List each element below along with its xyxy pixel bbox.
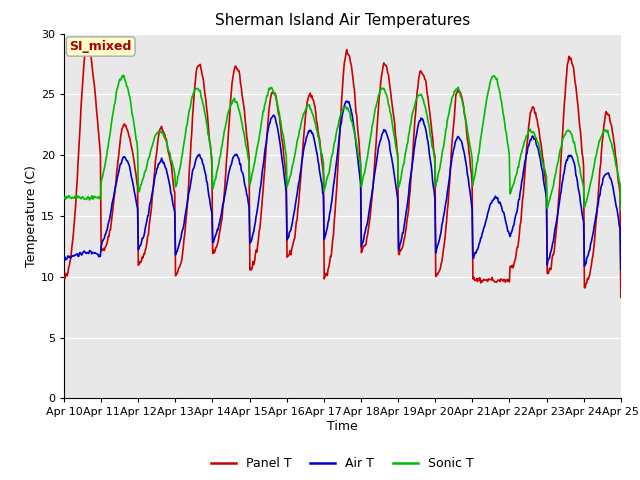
Legend: Panel T, Air T, Sonic T: Panel T, Air T, Sonic T xyxy=(206,452,479,475)
X-axis label: Time: Time xyxy=(327,420,358,433)
Y-axis label: Temperature (C): Temperature (C) xyxy=(25,165,38,267)
Title: Sherman Island Air Temperatures: Sherman Island Air Temperatures xyxy=(215,13,470,28)
Text: SI_mixed: SI_mixed xyxy=(70,40,132,53)
